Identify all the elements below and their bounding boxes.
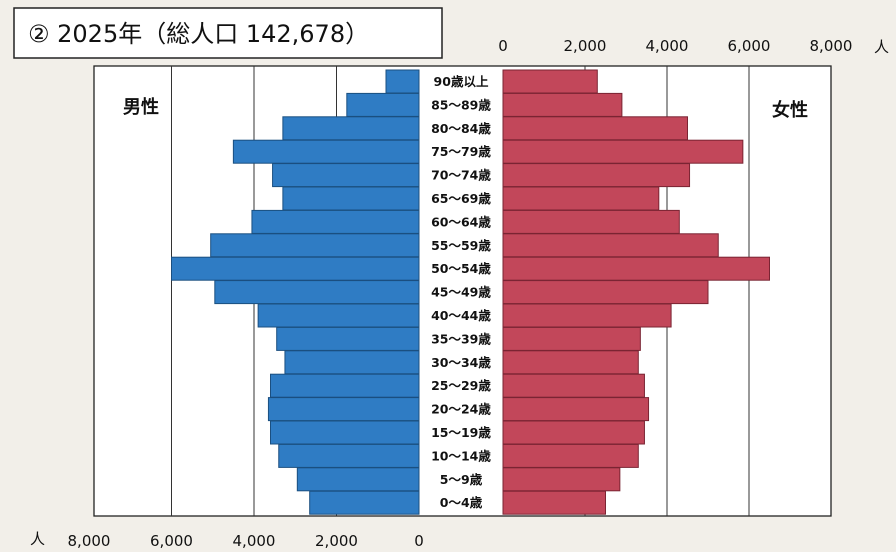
age-group-label: 20～24歳 — [431, 402, 491, 417]
male-tick-label: 2,000 — [315, 532, 358, 550]
male-bar — [278, 443, 420, 468]
female-bar — [502, 443, 639, 468]
female-bar — [502, 256, 770, 281]
female-bar — [502, 116, 688, 141]
female-bar — [502, 397, 650, 422]
male-bar — [270, 373, 420, 398]
male-bar — [210, 233, 420, 258]
age-group-label: 25～29歳 — [431, 378, 491, 393]
male-bar — [276, 326, 420, 351]
female-tick-label: 0 — [498, 37, 508, 55]
female-series-label: 女性 — [772, 99, 808, 121]
male-bar — [171, 256, 420, 281]
male-axis-unit: 人 — [30, 530, 45, 548]
female-bar — [502, 233, 719, 258]
age-group-label: 60～64歳 — [431, 214, 491, 229]
female-bar — [502, 350, 639, 375]
age-group-label: 50～54歳 — [431, 261, 491, 276]
female-bar — [502, 69, 598, 94]
chart-title: ② 2025年（総人口 142,678） — [28, 20, 369, 48]
female-bar — [502, 303, 672, 328]
male-bar — [282, 116, 420, 141]
age-group-label: 70～74歳 — [431, 168, 491, 183]
title-box — [13, 7, 443, 59]
male-bar — [272, 163, 420, 188]
female-axis-ticks: 0 2,000 4,000 6,000 8,000 — [498, 37, 852, 55]
age-group-label: 35～39歳 — [431, 331, 491, 346]
age-group-label: 75～79歳 — [431, 144, 491, 159]
male-bar — [251, 209, 420, 234]
male-bar — [309, 490, 420, 515]
male-series-label: 男性 — [123, 96, 159, 118]
age-group-label: 90歳以上 — [434, 74, 489, 89]
female-bar — [502, 139, 744, 164]
male-tick-label: 4,000 — [233, 532, 276, 550]
female-bar — [502, 209, 680, 234]
female-bar — [502, 373, 645, 398]
age-group-label: 65～69歳 — [431, 191, 491, 206]
male-tick-label: 6,000 — [150, 532, 193, 550]
female-bar — [502, 490, 606, 515]
age-group-label: 40～44歳 — [431, 308, 491, 323]
female-bar — [502, 467, 621, 492]
age-group-label: 15～19歳 — [431, 425, 491, 440]
age-group-label: 0～4歳 — [440, 495, 483, 510]
male-axis-ticks: 8,000 6,000 4,000 2,000 0 — [68, 532, 424, 550]
age-group-label: 55～59歳 — [431, 238, 491, 253]
male-bars — [171, 69, 420, 515]
male-bar — [282, 186, 420, 211]
female-tick-label: 4,000 — [646, 37, 689, 55]
female-bar — [502, 92, 623, 117]
male-bar — [257, 303, 420, 328]
female-bar — [502, 326, 641, 351]
age-group-label: 30～34歳 — [431, 355, 491, 370]
age-group-label: 80～84歳 — [431, 121, 491, 136]
male-bar — [385, 69, 420, 94]
male-tick-label: 8,000 — [68, 532, 111, 550]
age-group-label: 85～89歳 — [431, 97, 491, 112]
female-axis-unit: 人 — [874, 38, 889, 56]
male-tick-label: 0 — [414, 532, 424, 550]
male-bar — [214, 280, 420, 305]
age-group-label: 5～9歳 — [440, 472, 483, 487]
age-group-label: 45～49歳 — [431, 285, 491, 300]
female-bar — [502, 163, 691, 188]
female-bar — [502, 280, 709, 305]
female-bar — [502, 420, 645, 445]
female-tick-label: 6,000 — [728, 37, 771, 55]
male-bar — [296, 467, 420, 492]
female-bars — [502, 69, 770, 515]
female-tick-label: 8,000 — [810, 37, 853, 55]
male-bar — [284, 350, 420, 375]
female-tick-label: 2,000 — [564, 37, 607, 55]
male-bar — [346, 92, 420, 117]
male-bar — [232, 139, 420, 164]
male-bar — [270, 420, 420, 445]
female-bar — [502, 186, 660, 211]
age-group-label: 10～14歳 — [431, 448, 491, 463]
male-bar — [267, 397, 420, 422]
age-labels: 90歳以上 85～89歳 80～84歳 75～79歳 70～74歳 65～69歳 60～64… — [431, 74, 491, 510]
